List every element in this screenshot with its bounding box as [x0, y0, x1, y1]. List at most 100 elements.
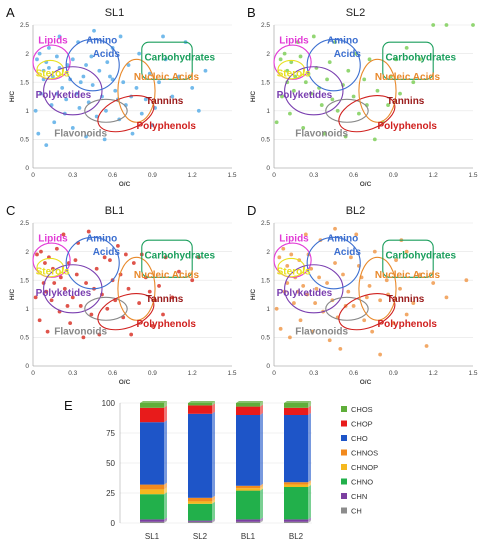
lipids-label: Lipids	[38, 35, 68, 46]
bar-side	[308, 519, 311, 523]
y-tick-label: 1	[266, 108, 270, 115]
x-tick-label: BL2	[289, 532, 304, 541]
x-tick-label: 0.9	[148, 172, 157, 179]
data-point	[116, 243, 120, 248]
y-tick-label: 0.5	[20, 335, 29, 342]
data-point	[70, 57, 75, 62]
flavonoids-label: Flavonoids	[295, 129, 348, 140]
x-tick-label: BL1	[241, 532, 256, 541]
bar-side	[260, 483, 263, 489]
panel-letter: B	[247, 5, 256, 20]
bar-side	[212, 518, 215, 522]
x-axis-label: O/C	[119, 181, 131, 188]
x-tick-label: 1.2	[429, 370, 438, 377]
polyketides-label: Polyketides	[36, 288, 92, 299]
bar-segment	[188, 520, 212, 522]
lipids-region	[273, 44, 312, 80]
data-point	[54, 246, 59, 251]
data-point	[384, 278, 389, 283]
legend-label: CHO	[351, 434, 368, 443]
bar-segment	[236, 519, 260, 522]
amino-label: Amino	[86, 233, 117, 244]
data-point	[378, 352, 383, 357]
flavonoids-region	[325, 98, 369, 123]
data-point	[137, 301, 142, 305]
data-point	[424, 344, 429, 348]
y-tick-label: 75	[106, 429, 115, 438]
data-point	[372, 249, 377, 254]
sterols-label: Sterols	[277, 266, 311, 277]
bar-side	[164, 482, 167, 490]
y-tick-label: 0	[25, 165, 29, 172]
bar-side	[308, 413, 311, 483]
data-point	[349, 255, 353, 260]
bar-segment	[236, 415, 260, 486]
data-point	[404, 249, 409, 254]
data-point	[94, 114, 99, 119]
data-point	[35, 57, 39, 62]
data-point	[118, 34, 123, 39]
data-point	[57, 34, 62, 39]
data-point	[121, 80, 126, 85]
bar-segment	[284, 403, 308, 408]
data-point	[313, 301, 318, 305]
legend-label: CHOS	[351, 405, 373, 414]
data-point	[394, 258, 398, 263]
y-tick-label: 1.5	[20, 277, 29, 284]
data-point	[64, 97, 69, 102]
lipids-label: Lipids	[279, 233, 309, 244]
lipids-label: Lipids	[38, 233, 68, 244]
tannins-label: Tannins	[146, 294, 184, 305]
panel-letter: A	[6, 5, 15, 20]
polyphenols-label: Polyphenols	[136, 319, 196, 330]
data-point	[45, 329, 50, 334]
data-point	[39, 91, 43, 96]
data-point	[97, 68, 102, 73]
y-axis-label: H/C	[250, 289, 257, 301]
data-point	[37, 51, 42, 56]
data-point	[92, 28, 96, 33]
data-point	[309, 91, 314, 96]
polyphenols-label: Polyphenols	[377, 121, 437, 132]
bar-segment	[284, 482, 308, 485]
data-point	[394, 57, 398, 62]
data-point	[143, 97, 148, 102]
legend-swatch	[341, 464, 347, 470]
polyketides-region	[284, 264, 344, 314]
data-point	[137, 51, 142, 56]
x-tick-label: 0.3	[309, 370, 318, 377]
y-tick-label: 2.5	[20, 220, 29, 227]
data-point	[351, 304, 356, 308]
x-axis-label: O/C	[119, 379, 131, 386]
y-tick-label: 0	[266, 165, 270, 172]
data-point	[418, 57, 422, 62]
carbohydrates-region	[382, 41, 434, 80]
data-point	[293, 74, 298, 79]
y-tick-label: 2.5	[261, 22, 270, 29]
y-tick-label: 0.5	[20, 137, 29, 144]
x-tick-label: 0.9	[389, 370, 398, 377]
x-tick-label: 0.6	[349, 172, 358, 179]
data-point	[362, 318, 367, 323]
bar-segment	[188, 403, 212, 406]
lipids-label: Lipids	[279, 35, 309, 46]
flavonoids-region	[84, 98, 128, 123]
legend-swatch	[341, 507, 347, 514]
lipids-region	[32, 44, 71, 80]
y-tick-label: 100	[102, 399, 116, 408]
carbohydrates-region	[141, 239, 193, 278]
data-point	[47, 66, 51, 70]
nucleic-acids-label: Nucleic Acids	[375, 72, 441, 83]
data-point	[289, 60, 294, 65]
tannins-label: Tannins	[387, 96, 425, 107]
data-point	[378, 298, 383, 303]
data-point	[295, 289, 300, 294]
data-point	[203, 68, 208, 73]
data-point	[310, 329, 315, 334]
panel-E: E 0 25 50 75 100 SL1 SL2 BL1 BL2 CHOS CHOP CHO CHNOS C…	[64, 398, 378, 541]
data-point	[274, 306, 279, 311]
data-point	[157, 284, 161, 288]
sterols-label: Sterols	[36, 68, 70, 79]
y-tick-label: 0	[25, 363, 29, 370]
